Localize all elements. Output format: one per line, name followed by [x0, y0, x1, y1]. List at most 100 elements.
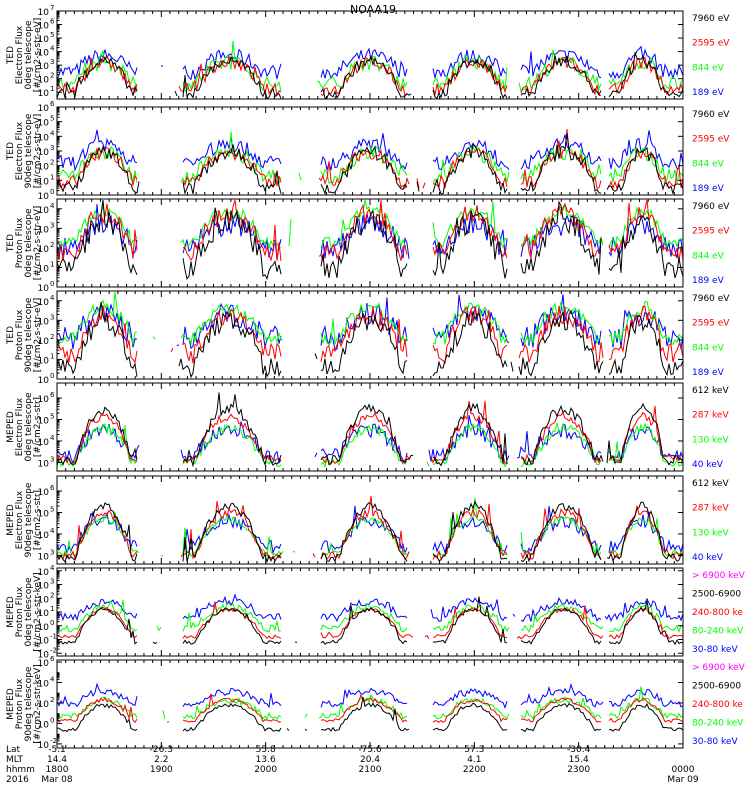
y-tick-label: 10: [38, 148, 50, 158]
y-tick-exponent: 2: [50, 696, 54, 704]
y-tick-label: 10: [38, 568, 50, 578]
y-axis-label-line: TED: [6, 46, 16, 65]
legend-entry: 2595 eV: [692, 39, 730, 49]
x-hhmm-label: 2300: [567, 765, 590, 775]
y-tick-exponent: 3: [50, 58, 54, 66]
y-tick-label: 10: [38, 459, 50, 469]
y-axis-label-line: Proton Flux: [15, 678, 25, 729]
y-tick-label: 10: [38, 133, 50, 143]
legend-entry: 844 eV: [692, 343, 725, 353]
y-axis-label-line: [#/cm2-s-str]: [33, 490, 43, 550]
legend-entry: 844 eV: [692, 251, 725, 261]
x-lat-label: 55.8: [256, 745, 276, 755]
series-2500-6900: [56, 596, 684, 646]
y-axis-label-line: Electron Flux: [15, 25, 25, 84]
y-tick-label: 10: [38, 298, 50, 308]
y-axis-label-line: TED: [6, 142, 16, 161]
y-axis-label-line: Electron Flux: [15, 490, 25, 549]
x-row-label: MLT: [6, 755, 24, 765]
y-tick-exponent: 1: [50, 85, 54, 93]
x-hhmm-label: 1800: [46, 765, 69, 775]
series-844-ev: [56, 199, 684, 250]
y-tick-label: 10: [38, 395, 50, 405]
legend-entry: 2595 eV: [692, 319, 730, 329]
x-date-label: Mar 09: [667, 775, 699, 785]
y-tick-exponent: 2: [50, 72, 54, 80]
series-40-kev: [56, 415, 684, 465]
y-tick-label: 10: [38, 659, 50, 669]
y-tick-label: 10: [38, 22, 50, 32]
series-2595-ev: [56, 129, 684, 191]
legend-entry: 844 eV: [692, 63, 725, 73]
y-axis-label-line: TED: [6, 234, 16, 253]
y-tick-exponent: 6: [50, 100, 55, 108]
x-row-label: hhmm: [6, 765, 35, 775]
legend-entry: 80-240 keV: [692, 719, 744, 729]
y-tick-label: 10: [38, 8, 50, 18]
y-axis-label-line: [#/cm2-s-str-keV]: [33, 572, 43, 651]
x-hhmm-label: 2200: [463, 765, 486, 775]
legend-entry: > 6900 keV: [692, 663, 746, 673]
y-tick-label: 10: [38, 700, 50, 710]
series-2500-6900: [56, 696, 684, 733]
legend-entry: 130 keV: [692, 528, 729, 538]
x-hhmm-label: 2100: [359, 765, 382, 775]
legend-entry: 7960 eV: [692, 202, 730, 212]
y-axis-label-line: MEPED: [6, 688, 16, 720]
series-130-kev: [56, 422, 684, 468]
y-tick-exponent: 4: [50, 129, 55, 137]
legend-entry: 130 keV: [692, 435, 729, 445]
y-tick-exponent: 3: [50, 313, 54, 321]
y-tick-exponent: 6: [50, 484, 55, 492]
y-tick-label: 10: [38, 177, 50, 187]
y-tick-exponent: 3: [50, 455, 54, 463]
panel-frame: [56, 567, 684, 657]
y-tick-label: 10: [38, 163, 50, 173]
series-2595-ev: [56, 305, 684, 365]
legend-entry: 2500-6900: [692, 590, 741, 600]
x-lat-label: 57.3: [464, 745, 484, 755]
y-axis-label-line: Proton Flux: [15, 586, 25, 637]
y-tick-label: 10: [38, 488, 50, 498]
legend-entry: 844 eV: [692, 159, 725, 169]
y-axis-label-line: 0deg telescope: [24, 392, 34, 462]
legend-entry: 287 keV: [692, 504, 729, 514]
y-tick-label: 10: [38, 376, 50, 386]
x-lat-label: -75.6: [358, 745, 382, 755]
y-tick-label: 10: [38, 595, 50, 605]
legend-entry: 2595 eV: [692, 135, 730, 145]
y-tick-label: 10: [38, 741, 50, 751]
panel-frame: [56, 659, 684, 749]
y-tick-exponent: 5: [50, 505, 54, 513]
legend-entry: 287 keV: [692, 411, 729, 421]
legend-entry: > 6900 keV: [692, 571, 746, 581]
x-mlt-label: 4.1: [467, 755, 481, 765]
series-7960-ev: [56, 302, 684, 379]
y-tick-label: 10: [38, 720, 50, 730]
y-tick-exponent: 1: [50, 352, 54, 360]
legend-entry: 40 keV: [692, 460, 724, 470]
series-612-kev: [56, 392, 684, 468]
y-tick-exponent: -2: [50, 737, 57, 745]
y-tick-exponent: 6: [50, 655, 55, 663]
y-tick-label: 10: [38, 650, 50, 660]
legend-entry: 240-800 ke: [692, 608, 743, 618]
legend-entry: 189 eV: [692, 88, 725, 98]
y-axis-label-line: [#/cm2-s-str-eV]: [33, 114, 43, 189]
y-axis-label-line: MEPED: [6, 504, 16, 536]
y-axis-label-line: Electron Flux: [15, 121, 25, 180]
y-tick-label: 10: [38, 438, 50, 448]
y-tick-label: 10: [38, 206, 50, 216]
y-tick-exponent: 6: [50, 18, 55, 26]
y-tick-exponent: 5: [50, 412, 54, 420]
y-axis-label-line: [#/cm2-s-str-eV]: [33, 298, 43, 373]
legend-entry: 189 eV: [692, 184, 725, 194]
y-tick-exponent: 6: [50, 391, 55, 399]
y-axis-label-line: 90deg telescope: [24, 113, 34, 188]
y-axis-label-line: [#/cm2-s-str]: [33, 397, 43, 457]
y-axis-label-line: 0deg telescope: [24, 208, 34, 278]
y-tick-exponent: 3: [50, 578, 54, 586]
